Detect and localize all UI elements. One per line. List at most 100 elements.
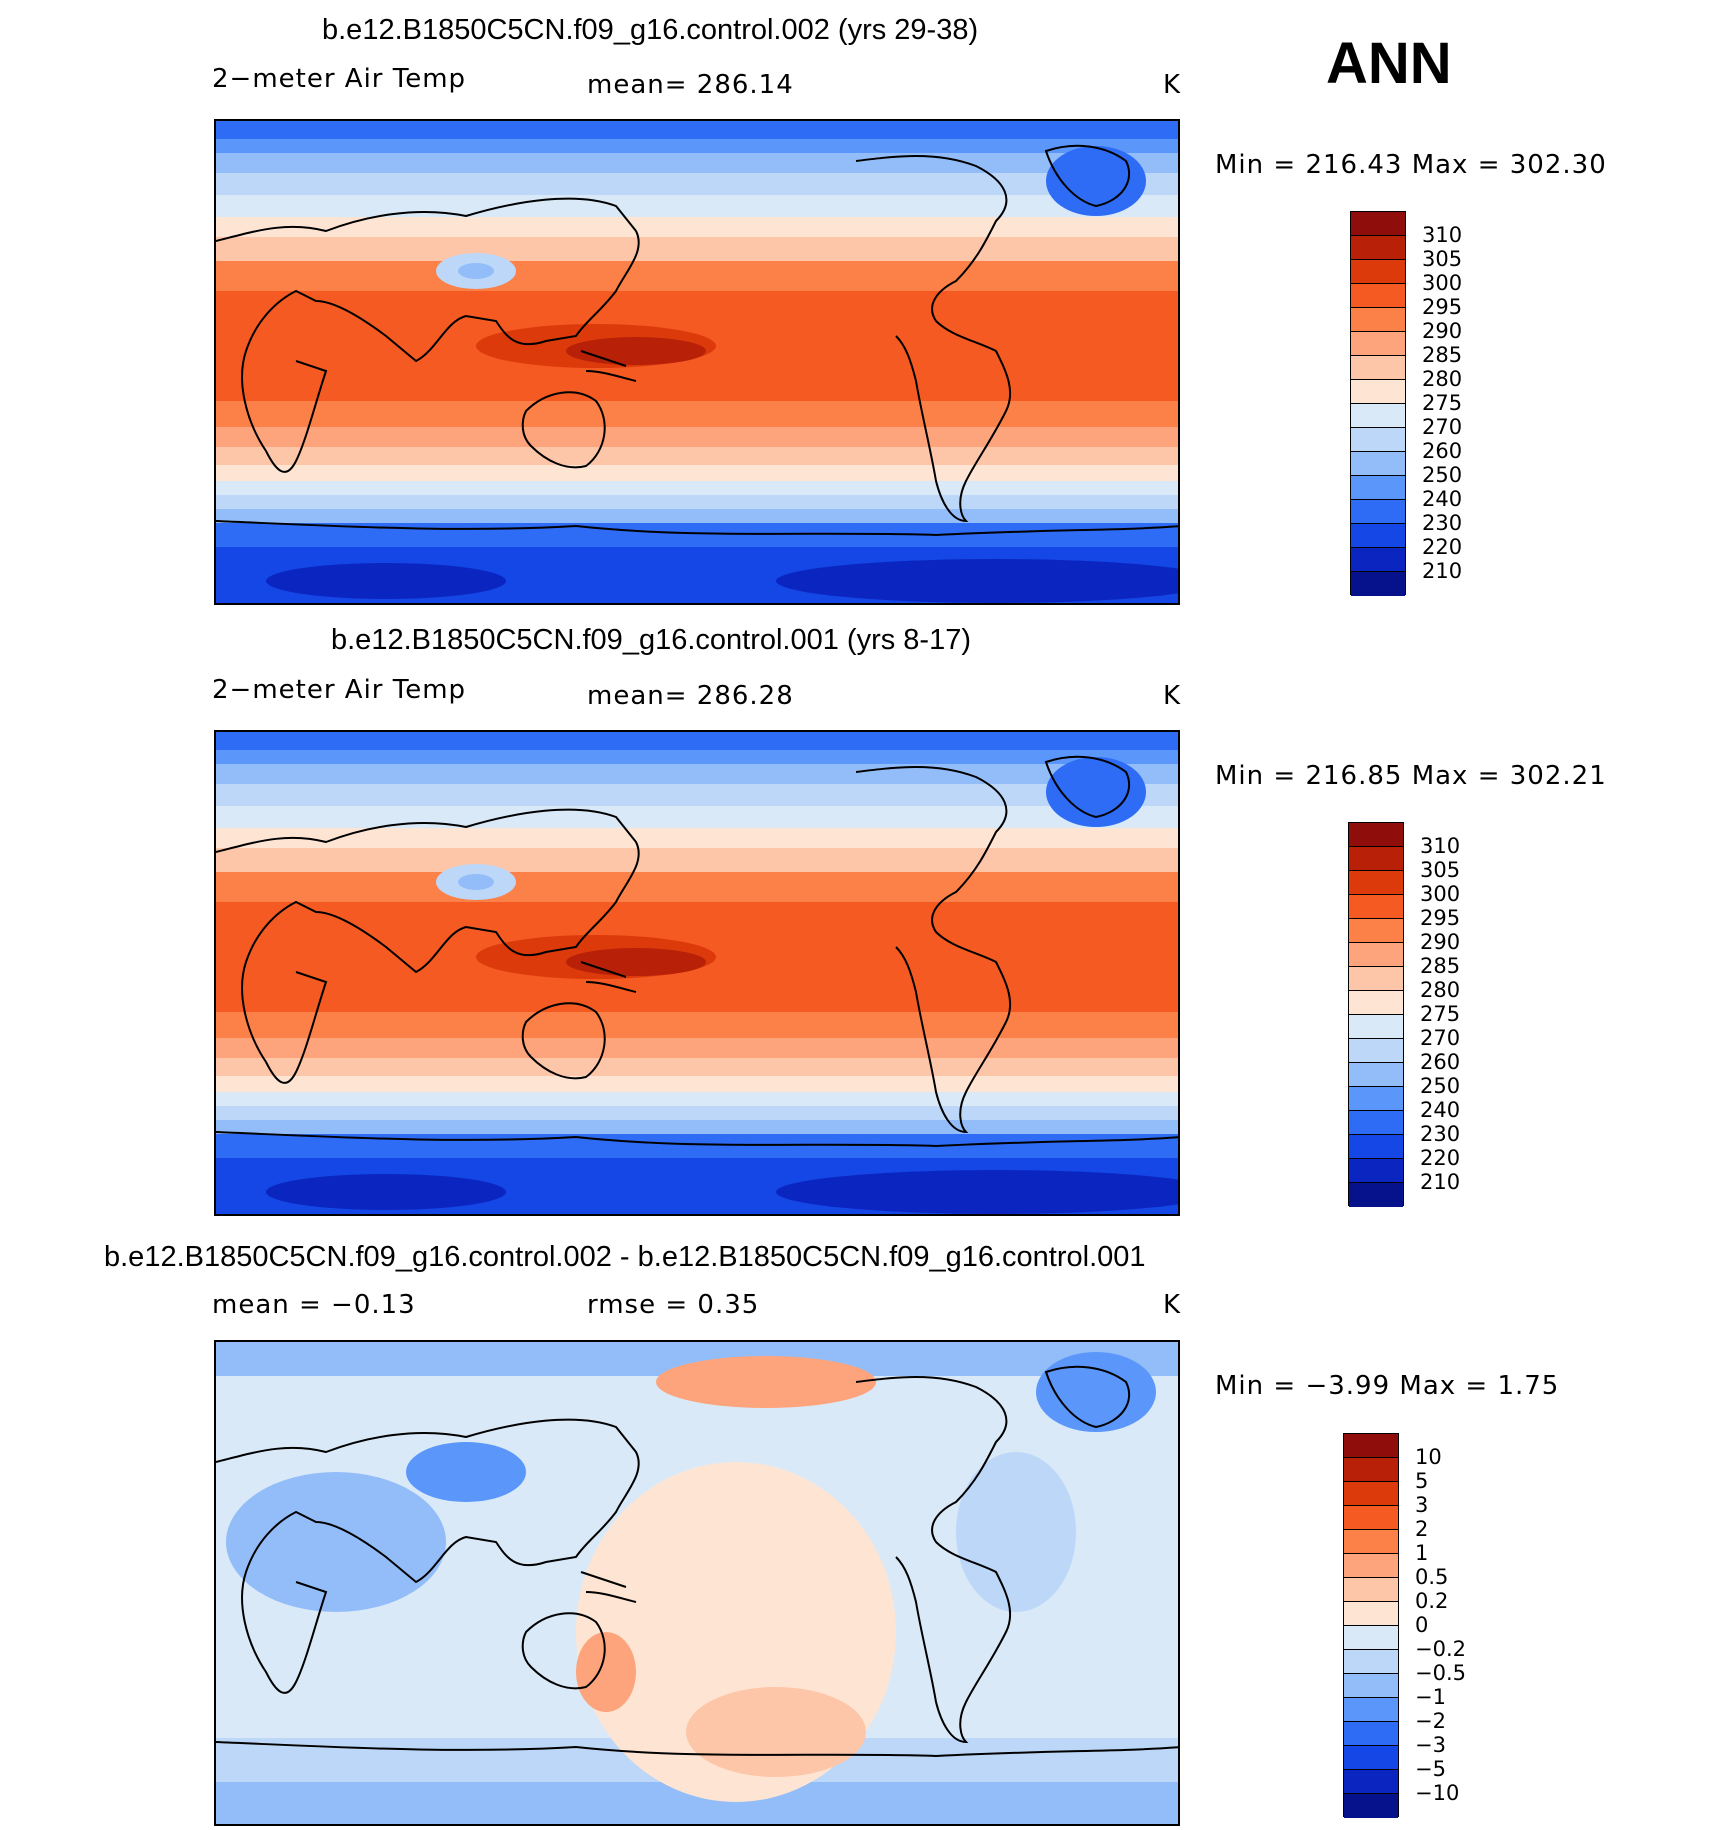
- colorbar-swatch: [1351, 260, 1405, 284]
- panel-2-map: [214, 730, 1180, 1216]
- colorbar-label: 240: [1420, 1098, 1461, 1122]
- colorbar-label: 300: [1422, 271, 1463, 295]
- coastline: [855, 1376, 1012, 1744]
- colorbar-label: 220: [1422, 535, 1463, 559]
- colorbar-label: −1: [1415, 1685, 1446, 1709]
- colorbar-strip: [1348, 822, 1404, 1207]
- temperature-band: [216, 764, 1178, 784]
- tibetan-plateau-core: [458, 263, 494, 279]
- colorbar-label: 1: [1415, 1541, 1429, 1565]
- colorbar-label: 305: [1422, 247, 1463, 271]
- panel-2-units: K: [1163, 681, 1182, 711]
- temperature-band: [216, 828, 1178, 848]
- temperature-band: [216, 784, 1178, 806]
- panel-2-minmax: Min = 216.85 Max = 302.21: [1215, 761, 1607, 791]
- colorbar-swatch: [1351, 284, 1405, 308]
- colorbar-swatch: [1349, 1159, 1403, 1183]
- coastline: [580, 350, 637, 382]
- colorbar-label: 230: [1422, 511, 1463, 535]
- colorbar-label: 3: [1415, 1493, 1429, 1517]
- coastline: [521, 1002, 606, 1080]
- colorbar-label: 220: [1420, 1146, 1461, 1170]
- panel-3-mean-label: mean = −0.13: [212, 1290, 416, 1320]
- diff-cool-region: [1036, 1352, 1156, 1432]
- colorbar-swatch: [1351, 308, 1405, 332]
- colorbar-label: 290: [1420, 930, 1461, 954]
- colorbar-label: −0.5: [1415, 1661, 1466, 1685]
- coastline: [216, 1131, 1178, 1148]
- colorbar-swatch: [1351, 236, 1405, 260]
- colorbar-label: −5: [1415, 1757, 1446, 1781]
- coastline: [216, 1418, 640, 1694]
- colorbar-swatch: [1349, 1111, 1403, 1135]
- temperature-band: [216, 195, 1178, 217]
- temperature-band: [216, 401, 1178, 427]
- panel-3-units: K: [1163, 1290, 1182, 1320]
- colorbar-swatch: [1349, 991, 1403, 1015]
- panel-1-map: [214, 119, 1180, 605]
- colorbar-label: 310: [1422, 223, 1463, 247]
- colorbar-swatch: [1344, 1626, 1398, 1650]
- panel-2-title: b.e12.B1850C5CN.f09_g16.control.001 (yrs…: [331, 624, 971, 656]
- temperature-band: [216, 217, 1178, 237]
- temperature-band: [216, 1120, 1178, 1134]
- colorbar-swatch: [1344, 1698, 1398, 1722]
- colorbar-swatch: [1344, 1650, 1398, 1674]
- colorbar-swatch: [1344, 1722, 1398, 1746]
- coastline: [1044, 144, 1131, 208]
- greenland: [1046, 146, 1146, 216]
- colorbar-swatch: [1349, 847, 1403, 871]
- colorbar-label: 0: [1415, 1613, 1429, 1637]
- colorbar-swatch: [1351, 548, 1405, 572]
- colorbar-swatch: [1351, 332, 1405, 356]
- temperature-band: [216, 750, 1178, 764]
- colorbar-swatch: [1349, 1135, 1403, 1159]
- colorbar-swatch: [1351, 380, 1405, 404]
- colorbar-swatch: [1344, 1602, 1398, 1626]
- colorbar-label: 300: [1420, 882, 1461, 906]
- coastline: [216, 520, 1178, 537]
- temperature-band: [216, 848, 1178, 872]
- colorbar-label: 240: [1422, 487, 1463, 511]
- temperature-band: [216, 1038, 1178, 1058]
- colorbar-label: 295: [1420, 906, 1461, 930]
- temperature-band: [216, 121, 1178, 139]
- colorbar-label: 210: [1420, 1170, 1461, 1194]
- panel-1-minmax: Min = 216.43 Max = 302.30: [1215, 150, 1607, 180]
- temperature-band: [216, 509, 1178, 523]
- colorbar-swatch: [1351, 428, 1405, 452]
- colorbar-swatch: [1349, 943, 1403, 967]
- temperature-band: [216, 153, 1178, 173]
- colorbar-label: 0.2: [1415, 1589, 1449, 1613]
- antarctic-cold: [776, 1170, 1178, 1214]
- temperature-band: [216, 1012, 1178, 1038]
- colorbar-label: 270: [1422, 415, 1463, 439]
- colorbar-swatch: [1344, 1554, 1398, 1578]
- coastline: [580, 1571, 637, 1603]
- tibetan-plateau-core: [458, 874, 494, 890]
- temperature-band: [216, 465, 1178, 481]
- temperature-band: [216, 732, 1178, 750]
- colorbar-label: 285: [1422, 343, 1463, 367]
- colorbar-label: 270: [1420, 1026, 1461, 1050]
- colorbar-swatch: [1349, 895, 1403, 919]
- colorbar-label: 2: [1415, 1517, 1429, 1541]
- colorbar-swatch: [1351, 476, 1405, 500]
- coastline: [521, 391, 606, 469]
- colorbar-swatch: [1344, 1770, 1398, 1794]
- colorbar-swatch: [1349, 1183, 1403, 1207]
- colorbar-swatch: [1344, 1674, 1398, 1698]
- colorbar-label: 275: [1422, 391, 1463, 415]
- colorbar-swatch: [1344, 1530, 1398, 1554]
- colorbar-swatch: [1344, 1482, 1398, 1506]
- temperature-band: [216, 1076, 1178, 1092]
- colorbar-label: −10: [1415, 1781, 1460, 1805]
- temperature-band: [216, 1058, 1178, 1076]
- colorbar-swatch: [1349, 1087, 1403, 1111]
- colorbar-swatch: [1351, 500, 1405, 524]
- coastline: [855, 766, 1012, 1134]
- antarctic-cold: [266, 1174, 506, 1210]
- panel-1-title: b.e12.B1850C5CN.f09_g16.control.002 (yrs…: [322, 14, 979, 46]
- temperature-band: [216, 481, 1178, 495]
- temperature-band: [216, 237, 1178, 261]
